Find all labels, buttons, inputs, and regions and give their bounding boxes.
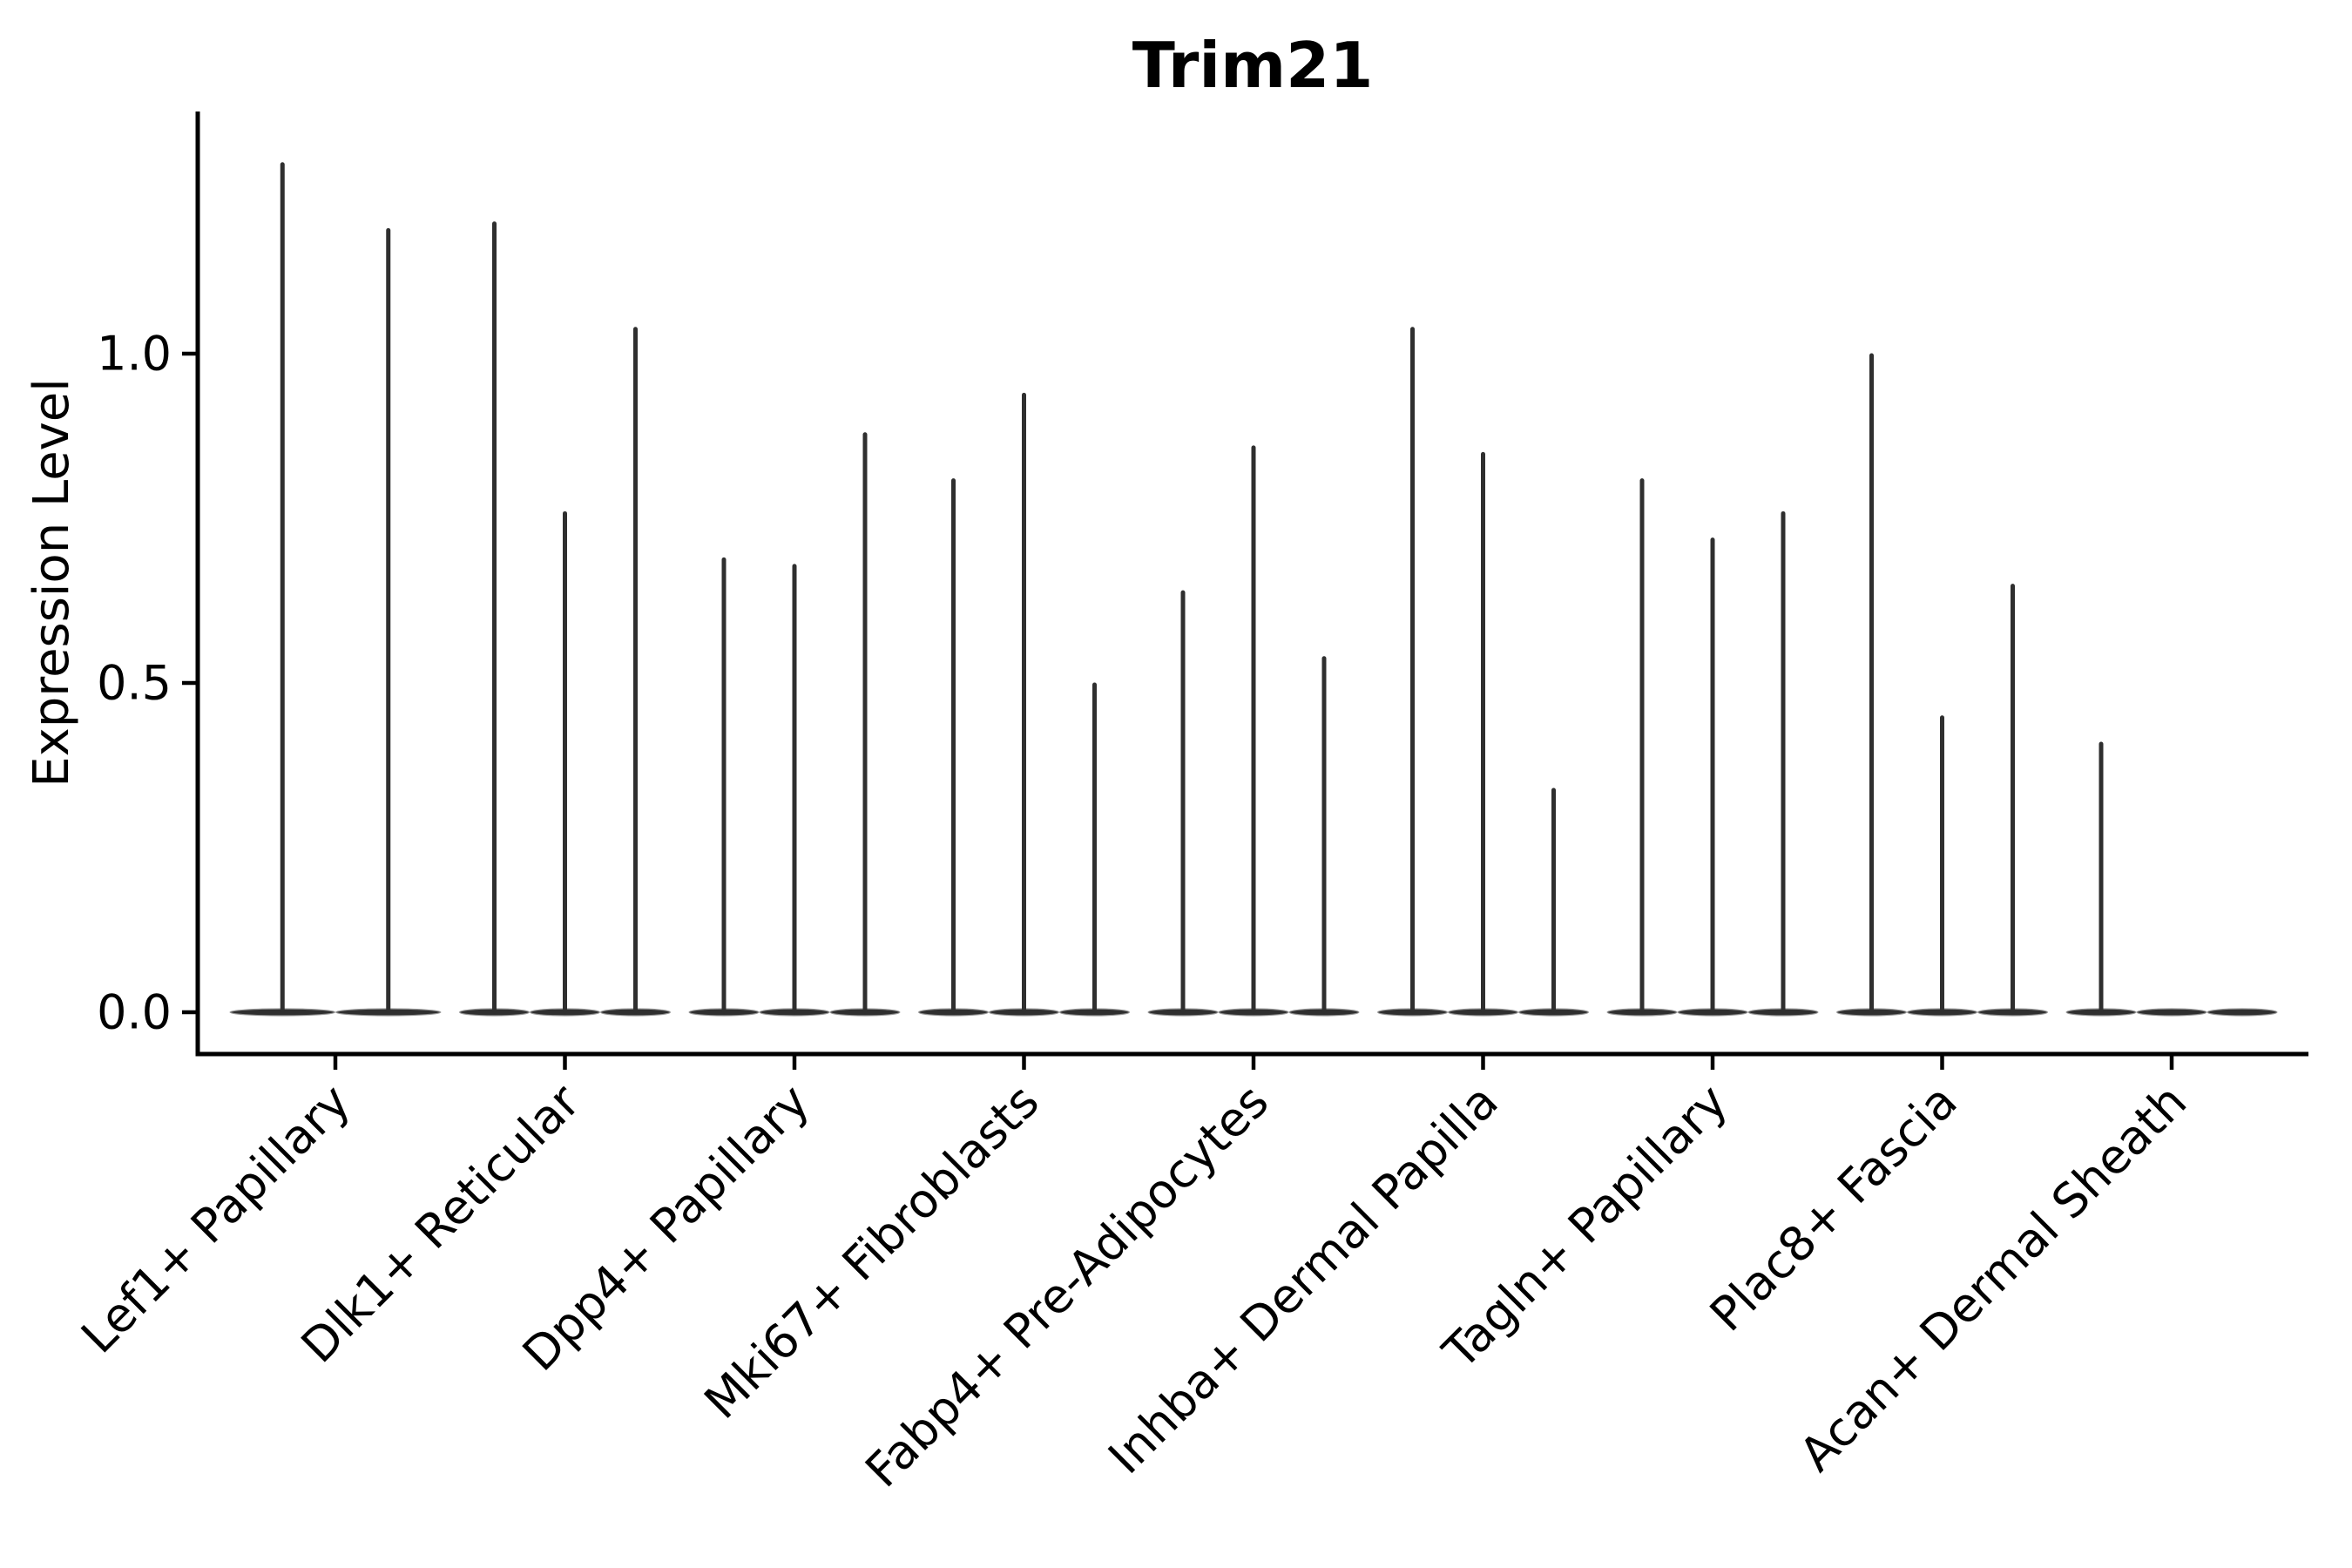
y-tick-label: 1.0	[97, 327, 172, 382]
x-tick-label: Acan+ Dermal Sheath	[1789, 1074, 2197, 1482]
x-tick-label: Inhba+ Dermal Papilla	[1098, 1074, 1508, 1484]
y-axis-label: Expression Level	[24, 378, 80, 787]
violin-base	[2207, 1008, 2278, 1017]
x-tick-label: Plac8+ Fascia	[1700, 1074, 1968, 1342]
y-ticks: 0.0 0.5 1.0	[97, 327, 198, 1040]
y-tick-label: 0.0	[97, 985, 172, 1040]
x-tick-label: Fabp4+ Pre-Adipocytes	[855, 1074, 1279, 1498]
violin-base	[2136, 1008, 2207, 1017]
violins	[229, 162, 2278, 1017]
chart-title: Trim21	[1132, 29, 1374, 102]
y-axis: 0.0 0.5 1.0	[97, 112, 200, 1057]
y-tick-label: 0.5	[97, 656, 172, 711]
